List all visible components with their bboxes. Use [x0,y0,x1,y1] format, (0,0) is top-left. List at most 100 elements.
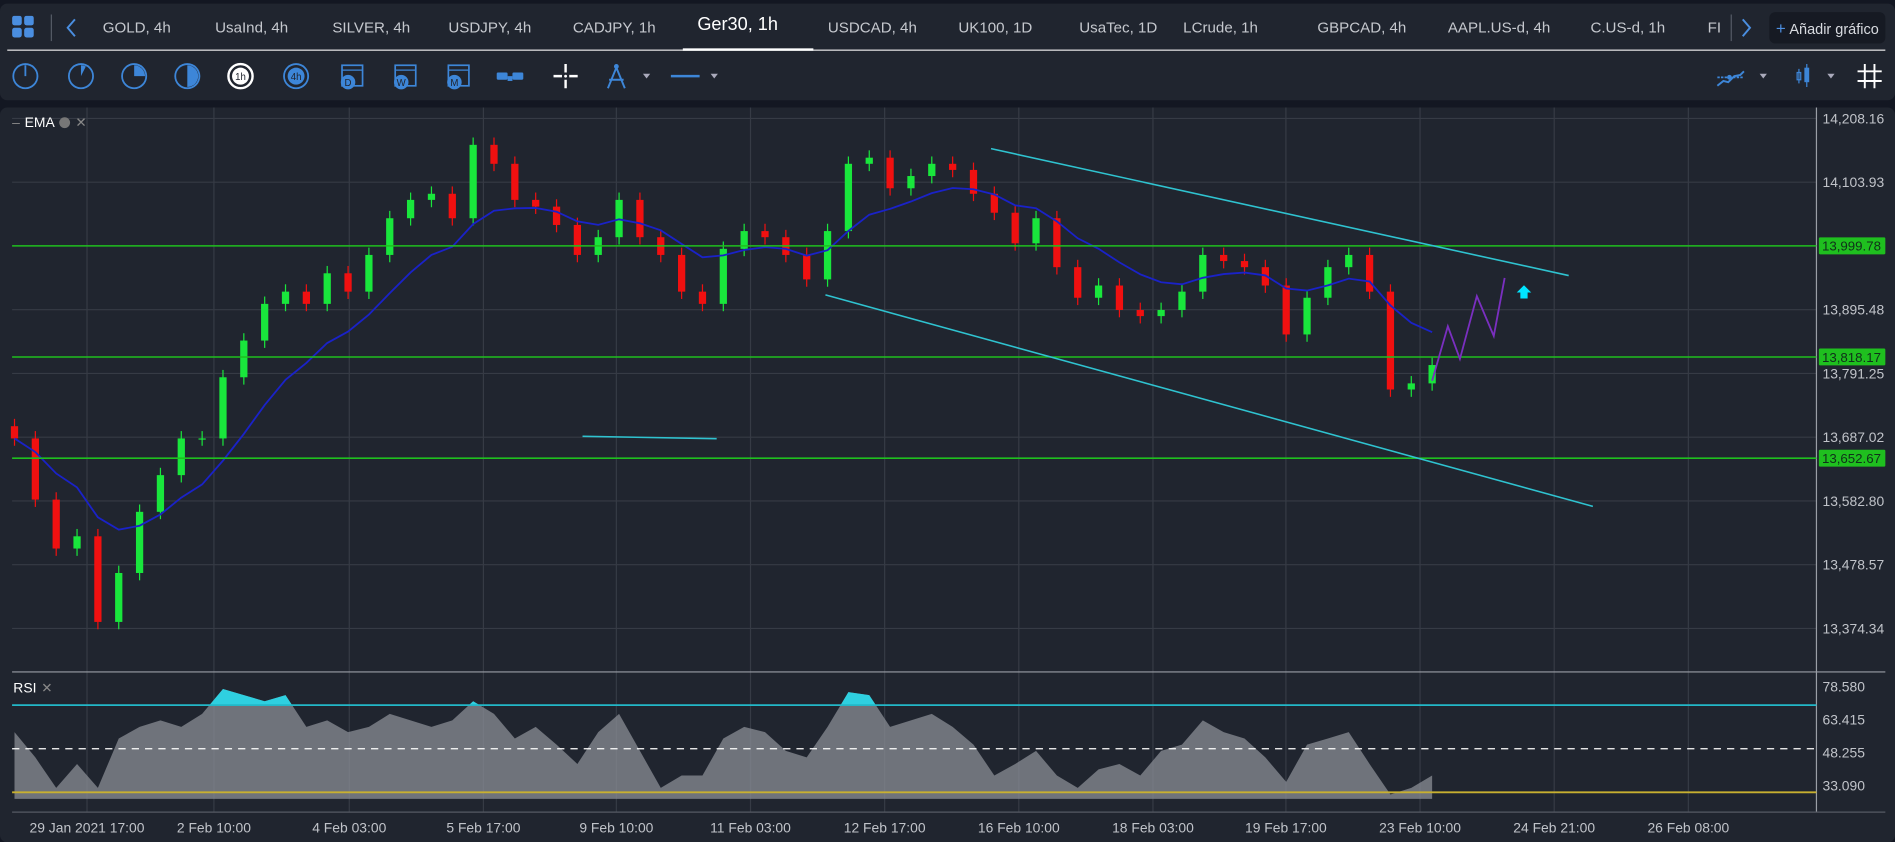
candle-body [740,231,748,249]
rsi-label: RSI [13,681,37,696]
candle-body [1303,297,1311,335]
candle-body [1094,285,1103,298]
time-axis-label: 29 Jan 2021 17:00 [30,820,145,836]
time-axis-label: 4 Feb 03:00 [312,820,386,836]
time-axis-label: 23 Feb 10:00 [1379,820,1461,836]
tab-cadjpy-1h[interactable]: CADJPY, 1h [572,19,656,37]
candle-body [698,291,707,304]
candle-body [135,511,144,573]
candle-body [552,206,561,225]
close-icon[interactable]: ✕ [75,116,87,131]
line-style-icon[interactable] [670,62,700,91]
divider [1730,14,1732,42]
grid-layout-icon[interactable] [1855,62,1884,91]
price-axis-label: 13,582.80 [1822,493,1884,509]
tab-c-us-d-1h[interactable]: C.US-d, 1h [1590,19,1666,37]
tab-fi[interactable]: FI [1707,19,1722,37]
candle-body [1011,212,1019,244]
candle-body [10,426,19,439]
candle-body [94,536,102,622]
candle-body [1199,254,1207,292]
price-axis-label: 13,478.57 [1822,557,1884,573]
indicators-icon[interactable] [1716,62,1745,91]
tab-usatec-1d[interactable]: UsaTec, 1D [1079,19,1158,37]
candle-body [427,193,436,200]
price-axis-label: 13,687.02 [1822,429,1884,445]
collapse-icon[interactable]: – [12,115,20,130]
calendar-week-icon[interactable]: W [390,62,419,91]
time-axis-label: 2 Feb 10:00 [177,820,251,836]
tab-gold-4h[interactable]: GOLD, 4h [102,19,171,37]
chart-toolbar: 1h 4h D W M [0,51,1895,101]
svg-text:4h: 4h [291,72,302,83]
candle-body [1282,285,1290,335]
chart-panel[interactable]: 13,999.78 13,818.17 13,652.67 14,208.16 14,1… [0,107,1895,842]
tab-usdcad-4h[interactable]: USDCAD, 4h [827,19,917,37]
indicators-dropdown[interactable] [1759,73,1767,79]
tab-aapl-us-d-4h[interactable]: AAPL.US-d, 4h [1447,19,1551,37]
rsi-axis-label: 33.090 [1822,777,1865,793]
candle-body [261,303,269,341]
candle-body [1115,285,1124,310]
tab-usdjpy-4h[interactable]: USDJPY, 4h [448,19,532,37]
clock-4h-icon[interactable]: 4h [282,62,311,91]
candle-body [1220,254,1228,262]
candle-body [198,438,206,440]
candle-body [949,163,957,170]
candle-body [969,169,978,194]
compass-drawing-icon[interactable] [602,62,631,91]
drawing-tools-dropdown[interactable] [642,73,651,79]
candle-body [156,475,165,512]
divider [50,14,52,42]
tab-usaind-4h[interactable]: UsaInd, 4h [215,19,289,37]
close-icon[interactable]: ✕ [41,681,53,697]
candle-body [386,218,394,255]
clock-15m-icon[interactable] [120,62,149,91]
rsi-overbought-fill [209,689,876,706]
chevron-left-icon[interactable] [65,18,77,37]
candle-body [907,176,915,189]
clock-30m-icon[interactable] [173,62,202,91]
candle-body [573,224,582,255]
trend-line [582,435,717,440]
add-chart-button[interactable]: + Añadir gráfico [1769,12,1886,44]
gear-icon[interactable] [59,117,71,129]
add-chart-label: Añadir gráfico [1789,20,1879,38]
svg-text:1h: 1h [235,72,246,83]
candle-type-icon[interactable] [1789,62,1818,91]
ema-legend: – EMA ✕ [12,115,87,131]
candle-body [240,340,248,378]
price-level-tag [1818,348,1886,366]
candle-body [636,199,644,238]
candle-body [1407,383,1415,390]
price-chart[interactable]: 13,999.78 13,818.17 13,652.67 14,208.16 14,1… [0,107,1895,842]
line-style-dropdown[interactable] [710,73,718,79]
clock-1m-icon[interactable] [11,62,40,91]
candle-body [448,193,456,219]
clock-5m-icon[interactable] [66,62,95,91]
candle-body [990,193,998,213]
crosshair-icon[interactable] [551,62,580,91]
clock-1h-icon[interactable]: 1h [226,62,255,91]
tab-lcrude-1h[interactable]: LCrude, 1h [1183,19,1258,37]
price-axis-label: 14,103.93 [1822,174,1884,190]
candle-body [511,163,519,200]
chevron-right-icon[interactable] [1740,18,1752,37]
layout-grid-icon[interactable] [12,15,34,38]
candle-body [1428,365,1436,384]
candle-body [1032,218,1040,244]
calendar-day-icon[interactable]: D [337,62,366,91]
tab-silver-4h[interactable]: SILVER, 4h [332,19,411,37]
rsi-axis-label: 63.415 [1822,711,1865,727]
tab-uk100-1d[interactable]: UK100, 1D [958,19,1033,37]
active-tab-indicator [682,48,814,51]
candle-body [1324,267,1332,298]
chart-link-icon[interactable] [496,62,525,91]
calendar-month-icon[interactable]: M [444,62,473,91]
tab-ger30-1h[interactable]: Ger30, 1h [697,14,778,36]
candle-body [761,231,769,238]
candle-type-dropdown[interactable] [1827,73,1835,79]
time-axis-label: 16 Feb 10:00 [978,820,1060,836]
time-axis-label: 12 Feb 17:00 [844,820,926,836]
tab-gbpcad-4h[interactable]: GBPCAD, 4h [1317,19,1407,37]
